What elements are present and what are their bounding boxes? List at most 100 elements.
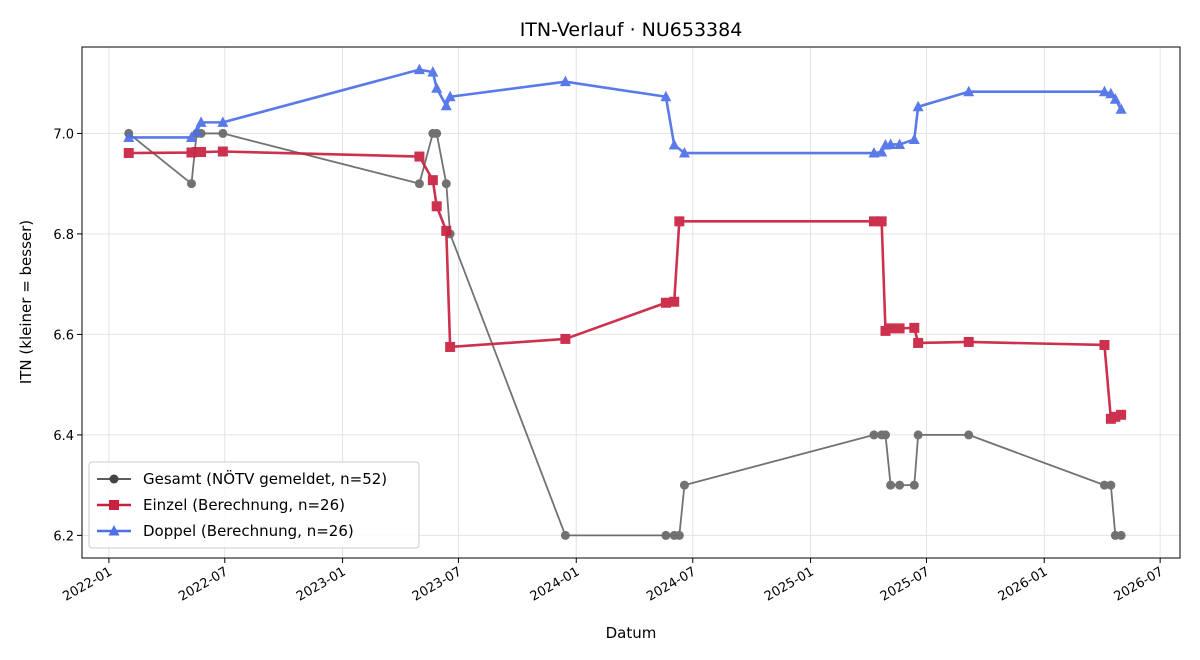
data-point: [913, 430, 923, 440]
data-point: [559, 75, 571, 87]
legend-swatch-marker: [108, 525, 120, 536]
x-tick-label: 2022-07: [176, 564, 231, 604]
legend-entry-label: Gesamt (NÖTV gemeldet, n=52): [143, 469, 387, 488]
data-point: [909, 480, 919, 490]
data-point: [669, 296, 680, 307]
legend-swatch-marker: [109, 500, 119, 510]
data-point: [445, 341, 456, 352]
x-axis-label: Datum: [606, 624, 657, 642]
x-tick-label: 2025-07: [878, 564, 933, 604]
data-point: [868, 216, 879, 227]
data-point: [413, 63, 425, 75]
data-point: [678, 147, 690, 158]
x-tick-label: 2024-07: [644, 564, 699, 604]
x-tick-label: 2023-01: [294, 564, 349, 604]
data-point: [560, 530, 570, 540]
data-point: [440, 99, 452, 111]
x-tick-label: 2024-01: [528, 564, 583, 604]
data-point: [661, 530, 671, 540]
series-square: [123, 146, 1127, 424]
data-point: [1105, 87, 1117, 99]
data-point: [196, 147, 207, 158]
data-point: [427, 66, 439, 77]
data-point: [1099, 480, 1109, 490]
data-point: [908, 133, 920, 144]
series-layer: [123, 63, 1127, 540]
data-point: [1106, 480, 1116, 490]
data-point: [431, 82, 443, 93]
data-point: [186, 147, 197, 158]
legend-entry-label: Doppel (Berechnung, n=26): [143, 522, 354, 540]
data-point: [668, 138, 680, 150]
series-line: [128, 150, 1122, 421]
data-point: [909, 322, 920, 333]
y-tick-label: 7.0: [53, 127, 74, 142]
data-point: [560, 333, 571, 344]
data-point: [868, 147, 880, 158]
data-point: [218, 128, 228, 138]
data-point: [195, 116, 207, 127]
data-point: [217, 146, 228, 157]
data-point: [444, 90, 456, 102]
data-point: [1110, 411, 1121, 422]
data-point: [894, 138, 906, 149]
y-tick-label: 6.8: [53, 228, 74, 243]
data-point: [964, 430, 974, 440]
data-point: [880, 325, 891, 336]
legend-box: [88, 461, 420, 549]
x-tick-label: 2025-01: [762, 564, 817, 604]
series-circle: [124, 128, 1126, 540]
data-point: [876, 216, 887, 227]
data-point: [895, 480, 905, 490]
data-point: [912, 100, 924, 112]
data-point: [885, 138, 897, 149]
y-tick-label: 6.6: [53, 328, 74, 343]
data-point: [191, 125, 203, 137]
data-point: [431, 201, 442, 212]
data-point: [414, 179, 424, 189]
data-point: [414, 151, 425, 162]
data-point: [1116, 530, 1126, 540]
data-point: [123, 131, 135, 142]
data-point: [869, 430, 879, 440]
data-point: [441, 179, 451, 189]
data-point: [1116, 409, 1127, 420]
y-axis-label: ITN (kleiner = besser): [17, 220, 35, 384]
data-point: [427, 175, 438, 186]
data-point: [1115, 103, 1127, 114]
data-point: [885, 323, 896, 334]
legend: Gesamt (NÖTV gemeldet, n=52) Einzel (Bere…: [88, 461, 420, 549]
data-point: [674, 216, 685, 227]
data-point: [441, 225, 452, 236]
chart-title: ITN-Verlauf · NU653384: [520, 19, 743, 41]
series-triangle: [123, 63, 1127, 158]
x-tick-label: 2026-07: [1112, 564, 1167, 604]
data-point: [1109, 93, 1121, 104]
data-point: [886, 480, 896, 490]
data-point: [880, 430, 890, 440]
data-point: [963, 85, 975, 97]
data-point: [876, 146, 888, 157]
x-tick-label: 2022-01: [60, 564, 115, 604]
data-point: [185, 131, 197, 142]
data-point: [1099, 339, 1110, 350]
x-tick-label: 2026-01: [996, 564, 1051, 604]
y-tick-label: 6.4: [53, 429, 74, 444]
legend-swatch-marker: [109, 474, 119, 484]
y-tick-label: 6.2: [53, 529, 74, 544]
x-tick-label: 2023-07: [410, 564, 465, 604]
data-point: [1098, 85, 1110, 97]
data-point: [963, 336, 974, 347]
data-point: [894, 323, 905, 334]
data-point: [679, 480, 689, 490]
plot-frame: [81, 46, 1181, 559]
data-point: [660, 90, 672, 102]
series-line: [128, 68, 1123, 155]
legend-entry-label: Einzel (Berechnung, n=26): [143, 496, 345, 514]
data-point: [123, 148, 134, 159]
data-point: [432, 128, 442, 138]
data-point: [217, 116, 229, 127]
data-point: [186, 179, 196, 189]
data-point: [674, 530, 684, 540]
